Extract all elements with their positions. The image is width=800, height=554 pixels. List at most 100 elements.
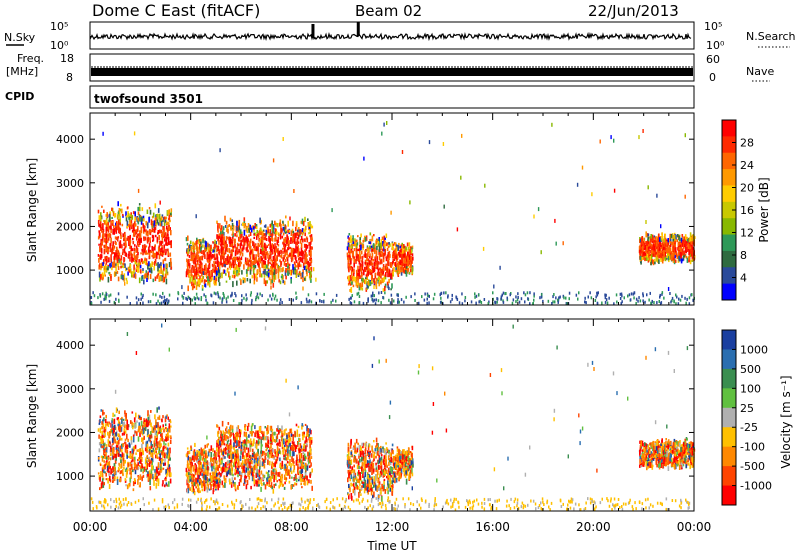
echo-cell: [286, 234, 288, 240]
echo-cell: [163, 220, 166, 226]
echo-cell: [380, 270, 382, 275]
clutter-cell: [232, 299, 235, 302]
echo-cell: [169, 227, 171, 230]
echo-cell: [118, 212, 121, 217]
echo-cell: [264, 233, 266, 236]
echo-cell: [658, 254, 660, 258]
echo-cell: [154, 276, 157, 282]
echo-cell: [103, 269, 106, 276]
echo-cell: [110, 248, 112, 252]
clutter-cell: [104, 294, 106, 298]
isolated-cell: [554, 218, 556, 223]
echo-cell: [107, 477, 109, 484]
echo-cell: [294, 232, 296, 238]
echo-cell: [657, 240, 659, 247]
echo-cell: [292, 269, 295, 275]
echo-cell: [677, 234, 679, 237]
clutter-cell: [370, 294, 373, 298]
echo-cell: [187, 248, 189, 254]
echo-cell: [662, 255, 664, 261]
echo-cell: [218, 282, 221, 286]
echo-cell: [136, 420, 138, 423]
echo-cell: [236, 247, 238, 252]
echo-cell: [125, 416, 127, 421]
echo-cell: [107, 467, 110, 473]
echo-cell: [222, 269, 225, 274]
echo-cell: [217, 245, 219, 251]
echo-cell: [309, 244, 311, 250]
clutter-cell: [161, 295, 163, 299]
echo-cell: [116, 479, 119, 485]
echo-cell: [123, 466, 125, 470]
echo-cell: [238, 258, 240, 261]
echo-cell: [125, 211, 127, 217]
echo-cell: [225, 246, 227, 252]
echo-cell: [254, 247, 256, 251]
clutter-cell: [517, 296, 519, 299]
echo-cell: [399, 253, 401, 258]
clutter-cell: [432, 297, 435, 301]
clutter-cell: [129, 302, 131, 305]
echo-cell: [385, 257, 388, 262]
clutter-cell: [670, 300, 672, 304]
echo-cell: [383, 240, 385, 246]
clutter-cell: [109, 293, 112, 297]
echo-cell: [284, 247, 286, 250]
echo-cell: [641, 237, 643, 241]
echo-cell: [218, 251, 220, 254]
echo-cell: [293, 261, 296, 265]
echo-cell: [307, 222, 310, 227]
echo-cell: [195, 264, 198, 268]
echo-cell: [279, 255, 282, 258]
echo-cell: [150, 219, 153, 226]
echo-cell: [669, 252, 672, 255]
clutter-cell: [210, 293, 212, 297]
echo-cell: [98, 442, 101, 446]
echo-cell: [100, 226, 103, 229]
echo-cell: [104, 267, 106, 271]
echo-cell: [354, 241, 356, 247]
echo-cell: [289, 246, 292, 249]
echo-cell: [105, 265, 108, 272]
echo-cell: [242, 236, 245, 241]
echo-cell: [668, 253, 670, 259]
echo-cell: [217, 235, 219, 242]
echo-cell: [111, 221, 113, 224]
echo-cell: [274, 243, 276, 248]
echo-cell: [249, 278, 251, 284]
echo-cell: [103, 434, 105, 438]
echo-cell: [389, 243, 391, 247]
echo-cell: [157, 273, 160, 277]
echo-cell: [361, 261, 364, 267]
echo-cell: [164, 484, 166, 488]
echo-cell: [236, 265, 239, 270]
clutter-cell: [568, 297, 570, 301]
echo-cell: [677, 247, 679, 251]
echo-cell: [165, 477, 167, 482]
echo-cell: [115, 252, 118, 258]
echo-cell: [163, 428, 165, 433]
isolated-cell: [159, 200, 161, 205]
echo-cell: [657, 252, 659, 258]
echo-cell: [687, 243, 690, 249]
freq-bottom-tick: 8: [66, 71, 73, 84]
echo-cell: [213, 469, 216, 475]
clutter-cell: [200, 298, 202, 302]
echo-cell: [258, 230, 260, 235]
echo-cell: [146, 473, 148, 478]
echo-cell: [667, 238, 669, 243]
clutter-cell: [225, 300, 228, 304]
echo-cell: [201, 279, 203, 283]
echo-cell: [352, 235, 354, 241]
clutter-cell: [222, 292, 224, 295]
echo-cell: [146, 209, 149, 214]
echo-cell: [148, 267, 151, 273]
echo-cell: [272, 256, 275, 261]
echo-cell: [162, 458, 164, 462]
clutter-cell: [230, 294, 232, 298]
echo-cell: [236, 242, 239, 247]
echo-cell: [107, 439, 110, 444]
echo-cell: [369, 245, 371, 249]
echo-cell: [251, 249, 254, 255]
isolated-cell: [386, 121, 388, 125]
